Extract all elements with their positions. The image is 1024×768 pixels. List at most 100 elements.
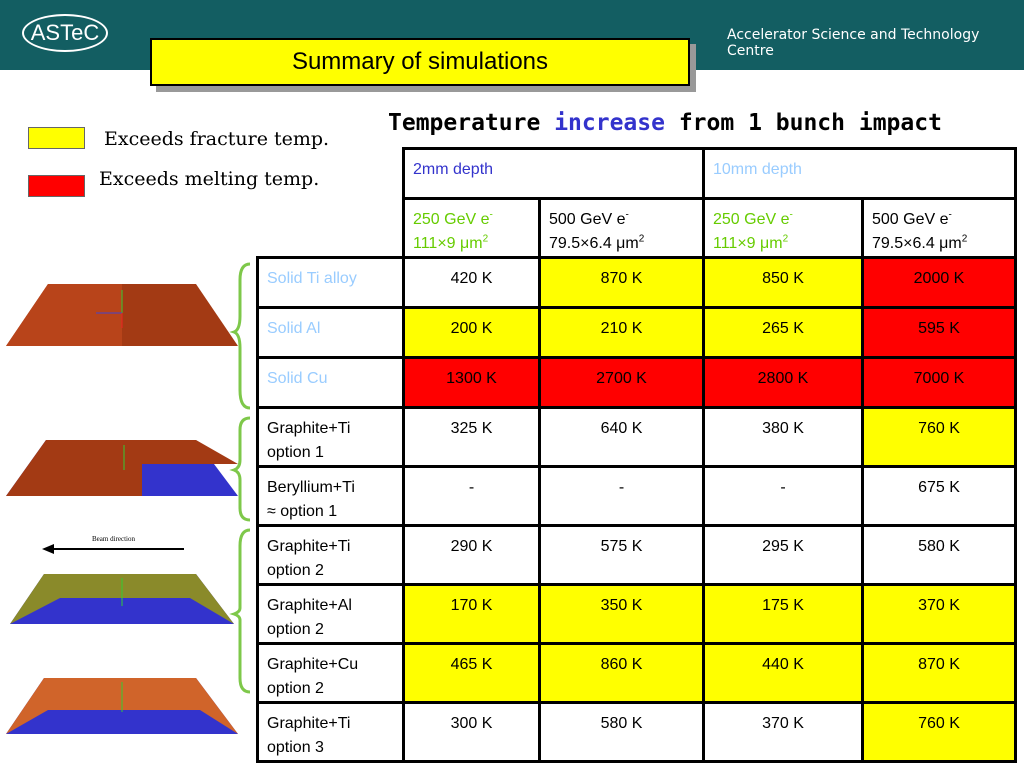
size: 79.5×6.4 μm bbox=[872, 235, 962, 252]
label-line: option 3 bbox=[267, 739, 324, 756]
size: 79.5×6.4 μm bbox=[549, 235, 639, 252]
charge: - bbox=[625, 209, 629, 221]
value-cell: 2000 K bbox=[861, 256, 1017, 309]
data-row: Graphite+Ti option 1 325 K 640 K 380 K 760 K bbox=[256, 406, 1017, 468]
value-cell: 760 K bbox=[861, 701, 1017, 763]
label-line: ≈ option 1 bbox=[267, 503, 338, 520]
heading-part: increase bbox=[554, 110, 665, 136]
results-table: 2mm depth 10mm depth 250 GeV e- 111×9 μm2 50… bbox=[256, 147, 1017, 763]
shape-graphite-al bbox=[10, 574, 234, 624]
value-cell: 7000 K bbox=[861, 356, 1017, 409]
exponent: 2 bbox=[482, 233, 489, 245]
heading: Temperature increase from 1 bunch impact bbox=[388, 110, 942, 136]
value-cell: 325 K bbox=[402, 406, 541, 468]
row-label: Beryllium+Ti ≈ option 1 bbox=[256, 465, 405, 527]
value-cell: 870 K bbox=[538, 256, 705, 309]
row-label: Graphite+Ti option 1 bbox=[256, 406, 405, 468]
subheader-row: 250 GeV e- 111×9 μm2 500 GeV e- 79.5×6.4 μm… bbox=[258, 197, 1017, 259]
data-row: Graphite+Cu option 2 465 K 860 K 440 K 870 K bbox=[256, 642, 1017, 704]
value-cell: 870 K bbox=[861, 642, 1017, 704]
charge: - bbox=[948, 209, 952, 221]
charge: - bbox=[789, 209, 793, 221]
subheader: 500 GeV e- 79.5×6.4 μm2 bbox=[538, 197, 705, 259]
subheader: 250 GeV e- 111×9 μm2 bbox=[702, 197, 864, 259]
energy: 500 GeV e bbox=[872, 211, 949, 228]
label-line: Beryllium+Ti bbox=[267, 479, 355, 496]
value-cell: - bbox=[402, 465, 541, 527]
label-line: option 2 bbox=[267, 680, 324, 697]
exponent: 2 bbox=[961, 233, 968, 245]
value-cell: 350 K bbox=[538, 583, 705, 645]
label-line: Graphite+Cu bbox=[267, 656, 359, 673]
value-cell: 295 K bbox=[702, 524, 864, 586]
organization: Accelerator Science and Technology Centr… bbox=[727, 27, 980, 59]
value-cell: 580 K bbox=[538, 701, 705, 763]
exponent: 2 bbox=[638, 233, 645, 245]
energy: 250 GeV e bbox=[413, 211, 490, 228]
shape-solid bbox=[6, 284, 238, 346]
title: Summary of simulations bbox=[150, 38, 690, 86]
value-cell: 675 K bbox=[861, 465, 1017, 527]
energy: 500 GeV e bbox=[549, 211, 626, 228]
value-cell: 575 K bbox=[538, 524, 705, 586]
data-row: Graphite+Ti option 2 290 K 575 K 295 K 580 K bbox=[256, 524, 1017, 586]
value-cell: 290 K bbox=[402, 524, 541, 586]
label-line: option 2 bbox=[267, 621, 324, 638]
subheader: 500 GeV e- 79.5×6.4 μm2 bbox=[861, 197, 1017, 259]
group-header: 2mm depth bbox=[402, 147, 705, 200]
braces bbox=[229, 262, 251, 694]
row-label: Graphite+Ti option 2 bbox=[256, 524, 405, 586]
label-line: Graphite+Ti bbox=[267, 715, 351, 732]
row-label: Solid Ti alloy bbox=[256, 256, 405, 309]
value-cell: - bbox=[538, 465, 705, 527]
charge: - bbox=[489, 209, 493, 221]
corner bbox=[258, 149, 404, 258]
data-row: Solid Ti alloy 420 K 870 K 850 K 2000 K bbox=[256, 256, 1017, 309]
value-cell: 595 K bbox=[861, 306, 1017, 359]
row-label: Solid Al bbox=[256, 306, 405, 359]
row-label: Graphite+Cu option 2 bbox=[256, 642, 405, 704]
data-row: Solid Al 200 K 210 K 265 K 595 K bbox=[256, 306, 1017, 359]
exponent: 2 bbox=[782, 233, 789, 245]
value-cell: 420 K bbox=[402, 256, 541, 309]
value-cell: 265 K bbox=[702, 306, 864, 359]
logo: ASTeC bbox=[22, 14, 108, 52]
group-row: 2mm depth 10mm depth bbox=[258, 147, 1017, 200]
data-row: Graphite+Ti option 3 300 K 580 K 370 K 760 K bbox=[256, 701, 1017, 763]
heading-part: Temperature bbox=[388, 110, 541, 136]
value-cell: 2700 K bbox=[538, 356, 705, 409]
label-line: option 1 bbox=[267, 444, 324, 461]
label-line: Solid Ti alloy bbox=[267, 270, 357, 287]
shape-graphite-ti bbox=[6, 440, 238, 496]
value-cell: 175 K bbox=[702, 583, 864, 645]
value-cell: 380 K bbox=[702, 406, 864, 468]
value-cell: 1300 K bbox=[402, 356, 541, 409]
value-cell: 210 K bbox=[538, 306, 705, 359]
label-line: Graphite+Al bbox=[267, 597, 352, 614]
value-cell: 440 K bbox=[702, 642, 864, 704]
value-cell: 580 K bbox=[861, 524, 1017, 586]
data-row: Solid Cu 1300 K 2700 K 2800 K 7000 K bbox=[256, 356, 1017, 409]
heading-part: from 1 bunch impact bbox=[678, 110, 942, 136]
data-row: Graphite+Al option 2 170 K 350 K 175 K 370 K bbox=[256, 583, 1017, 645]
value-cell: - bbox=[702, 465, 864, 527]
value-cell: 860 K bbox=[538, 642, 705, 704]
label-line: Graphite+Ti bbox=[267, 420, 351, 437]
value-cell: 200 K bbox=[402, 306, 541, 359]
size: 111×9 μm bbox=[713, 235, 783, 252]
value-cell: 850 K bbox=[702, 256, 864, 309]
value-cell: 760 K bbox=[861, 406, 1017, 468]
label-line: Graphite+Ti bbox=[267, 538, 351, 555]
illustrations: Beam direction bbox=[6, 262, 251, 734]
row-label: Graphite+Ti option 3 bbox=[256, 701, 405, 763]
size: 111×9 μm bbox=[413, 235, 483, 252]
legend-swatch bbox=[28, 127, 85, 149]
value-cell: 2800 K bbox=[702, 356, 864, 409]
value-cell: 465 K bbox=[402, 642, 541, 704]
shape-graphite-cu bbox=[6, 678, 238, 734]
label-line: Solid Cu bbox=[267, 370, 328, 387]
legend-text: Exceeds melting temp. bbox=[99, 168, 320, 190]
beam-label: Beam direction bbox=[92, 535, 135, 543]
value-cell: 170 K bbox=[402, 583, 541, 645]
